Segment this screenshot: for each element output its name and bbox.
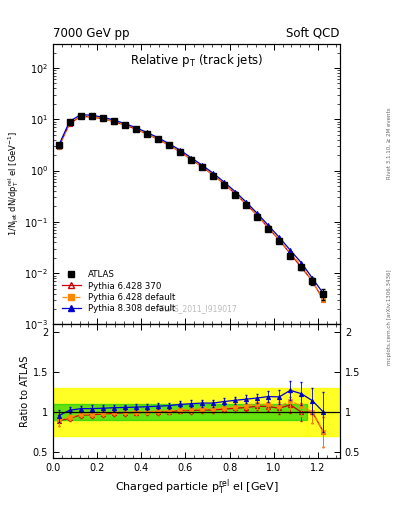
Y-axis label: Ratio to ATLAS: Ratio to ATLAS <box>20 356 30 427</box>
Bar <box>307 388 340 436</box>
Bar <box>53 404 307 420</box>
Text: ATLAS_2011_I919017: ATLAS_2011_I919017 <box>156 304 237 313</box>
Bar <box>53 388 307 436</box>
Text: mcplots.cern.ch [arXiv:1306.3436]: mcplots.cern.ch [arXiv:1306.3436] <box>387 270 392 365</box>
Text: 7000 GeV pp: 7000 GeV pp <box>53 27 130 40</box>
Y-axis label: 1/N$_\mathregular{jet}$ dN/dp$_\mathregular{T}^\mathregular{rel}$ el [GeV$^{-1}$: 1/N$_\mathregular{jet}$ dN/dp$_\mathregu… <box>7 132 22 237</box>
Text: Relative p$_\mathregular{T}$ (track jets): Relative p$_\mathregular{T}$ (track jets… <box>130 52 263 69</box>
Legend: ATLAS, Pythia 6.428 370, Pythia 6.428 default, Pythia 8.308 default: ATLAS, Pythia 6.428 370, Pythia 6.428 de… <box>60 269 177 314</box>
Text: Soft QCD: Soft QCD <box>286 27 340 40</box>
X-axis label: Charged particle p$_\mathregular{T}^\mathregular{rel}$ el [GeV]: Charged particle p$_\mathregular{T}^\mat… <box>115 477 278 497</box>
Text: Rivet 3.1.10, ≥ 2M events: Rivet 3.1.10, ≥ 2M events <box>387 108 392 179</box>
